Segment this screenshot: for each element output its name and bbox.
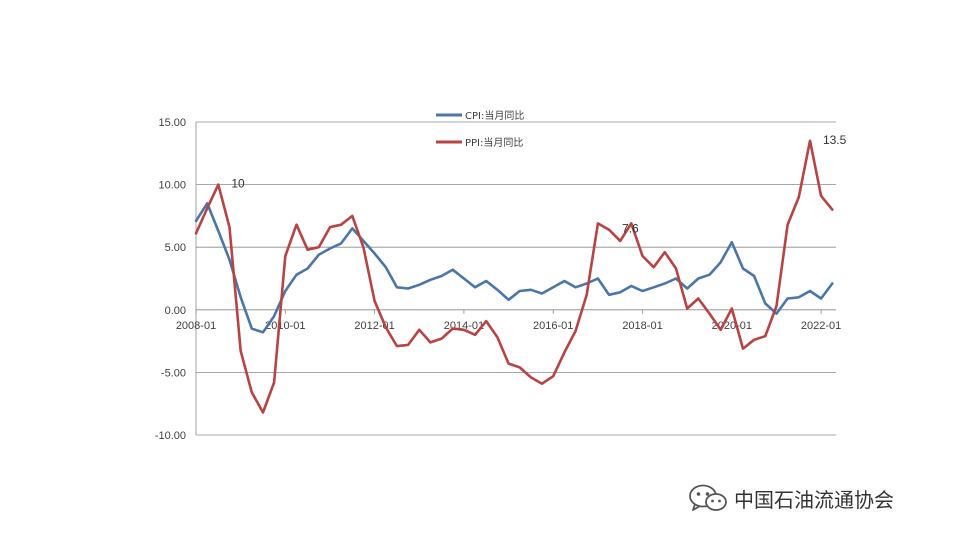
series-lines [194, 139, 834, 414]
y-tick-label: -10.00 [155, 430, 186, 442]
ppi-series-line [194, 139, 834, 414]
x-tick-label: 2010-01 [265, 320, 305, 332]
y-axis-ticks: 15.00 10.00 5.00 0.00 -5.00 -10.00 [155, 117, 186, 442]
x-axis: 2008-01 2010-01 2012-01 2014-01 2016-01 2018-… [176, 309, 841, 332]
x-tick-label: 2008-01 [176, 320, 216, 332]
data-annotations: 10 7.6 13.5 [231, 133, 846, 236]
data-label: 7.6 [622, 222, 639, 236]
data-label: 10 [231, 177, 245, 191]
cpi-series-line [194, 202, 834, 334]
grid-lines [195, 121, 836, 436]
wechat-icon [689, 484, 727, 511]
x-tick-label: 2016-01 [533, 320, 573, 332]
y-tick-label: 0.00 [165, 305, 186, 317]
data-label: 13.5 [823, 133, 847, 147]
legend-entry: CPI:当月同比 [465, 109, 524, 122]
y-tick-label: 15.00 [158, 117, 186, 129]
y-tick-label: -5.00 [161, 367, 186, 379]
watermark-text: 中国石油流通协会 [734, 487, 894, 512]
y-tick-label: 5.00 [165, 242, 186, 254]
x-tick-label: 2018-01 [622, 320, 662, 332]
legend-entry: PPI:当月同比 [465, 136, 523, 149]
x-tick-label: 2022-01 [801, 320, 841, 332]
y-tick-label: 10.00 [158, 180, 186, 192]
legend: CPI:当月同比 PPI:当月同比 [436, 109, 524, 149]
watermark: 中国石油流通协会 [688, 483, 894, 513]
